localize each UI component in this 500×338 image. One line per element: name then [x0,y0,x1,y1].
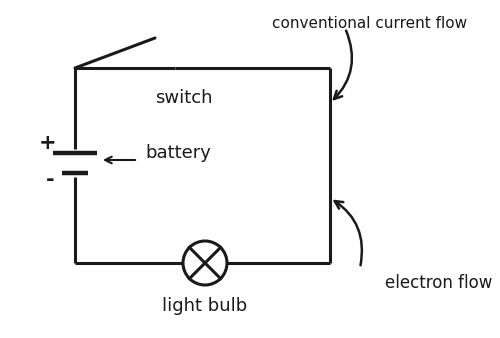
Text: switch: switch [155,89,212,107]
Text: battery: battery [145,144,211,162]
Text: conventional current flow: conventional current flow [272,16,468,30]
Text: -: - [46,170,54,190]
Text: electron flow: electron flow [385,274,492,292]
Text: +: + [39,133,57,153]
Text: light bulb: light bulb [162,297,248,315]
